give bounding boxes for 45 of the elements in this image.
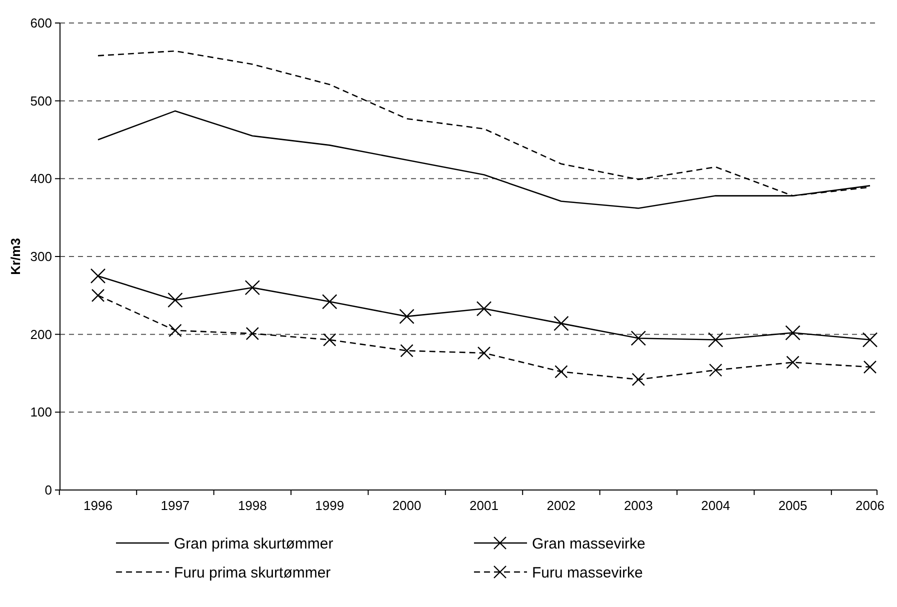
y-axis-title: Kr/m3 <box>8 238 23 275</box>
x-tick-label: 2004 <box>701 498 730 513</box>
x-tick-label: 2001 <box>470 498 498 513</box>
x-tick-label: 1996 <box>84 498 112 513</box>
point <box>91 288 105 302</box>
x-tick-label: 2002 <box>546 498 576 513</box>
point <box>90 268 106 284</box>
point <box>632 372 645 386</box>
y-tick-label: 0 <box>44 482 52 498</box>
y-tick-label: 500 <box>30 93 52 108</box>
x-tick-label: 2006 <box>856 498 884 513</box>
point <box>554 365 568 378</box>
y-tick-label: 200 <box>30 326 52 342</box>
point <box>400 344 414 358</box>
point <box>399 308 414 324</box>
point <box>244 280 260 296</box>
point <box>168 324 182 338</box>
point <box>630 330 646 346</box>
legend-label: Gran massevirke <box>532 535 646 552</box>
point <box>323 333 336 346</box>
point <box>322 294 338 310</box>
point <box>477 346 491 360</box>
x-tick-label: 2005 <box>778 498 808 513</box>
y-tick-label: 400 <box>30 171 52 186</box>
x-tick-label: 2003 <box>624 498 653 513</box>
point <box>862 332 878 348</box>
point <box>554 316 569 332</box>
y-tick-label: 300 <box>30 249 52 264</box>
legend-label: Furu prima skurtømmer <box>174 564 331 582</box>
point <box>246 326 259 340</box>
point <box>786 356 800 369</box>
x-tick-label: 1998 <box>238 498 267 513</box>
x-tick-label: 2000 <box>392 498 422 513</box>
legend-label: Gran prima skurtømmer <box>174 535 334 552</box>
y-tick-label: 600 <box>30 16 52 31</box>
x-tick-label: 1999 <box>315 498 344 513</box>
point <box>709 364 722 377</box>
point <box>785 325 800 340</box>
point <box>168 292 183 308</box>
y-tick-label: 100 <box>30 404 52 420</box>
point <box>476 301 492 316</box>
legend-label: Furu massevirke <box>532 564 643 582</box>
point <box>863 360 877 374</box>
x-tick-label: 1997 <box>160 498 190 513</box>
point <box>708 332 724 348</box>
